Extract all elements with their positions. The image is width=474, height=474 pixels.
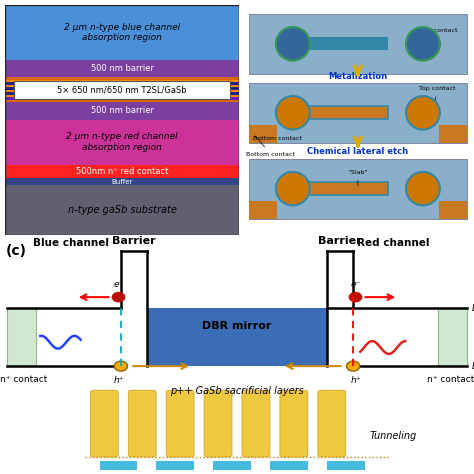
Bar [5,82,239,85]
Text: n-type gaSb substrate: n-type gaSb substrate [68,205,176,215]
Bar [5,90,239,92]
Bar [7,308,36,366]
Bar [307,182,388,195]
FancyBboxPatch shape [90,390,118,457]
Bar [5,77,239,80]
FancyBboxPatch shape [166,390,194,457]
Bar [249,125,277,143]
Bar [5,120,239,164]
Text: e⁻: e⁻ [113,280,124,289]
Bar [5,102,239,120]
Bar [249,159,467,219]
Bar [5,95,239,97]
Bar [307,106,388,119]
Text: n⁺ contact: n⁺ contact [0,375,47,384]
FancyBboxPatch shape [318,390,346,457]
Circle shape [276,96,310,129]
Circle shape [349,292,362,302]
Circle shape [406,172,440,205]
Bar [5,85,239,87]
Text: Buffer: Buffer [111,179,133,184]
Bar [5,100,239,102]
FancyBboxPatch shape [242,390,270,457]
FancyBboxPatch shape [128,390,156,457]
Bar [5,92,239,95]
Bar [5,164,239,178]
Bar [156,461,194,471]
Text: DBR mirror: DBR mirror [202,321,272,331]
Bar [439,125,467,143]
Text: 2 μm n-type red channel
absorption region: 2 μm n-type red channel absorption regio… [66,132,178,152]
Bar [249,83,467,143]
Bar [14,81,230,99]
Bar [147,308,327,366]
Text: Top contact: Top contact [419,86,456,102]
Bar [5,5,239,60]
Bar [438,308,467,366]
Text: Bottom contact: Bottom contact [253,136,302,141]
Bar [327,461,365,471]
Circle shape [276,27,310,61]
Circle shape [346,361,360,371]
Circle shape [406,96,440,129]
Text: Bottom contact: Bottom contact [246,136,295,157]
Bar [100,461,137,471]
Bar [5,178,239,185]
Circle shape [406,27,440,61]
Text: E_v: E_v [472,362,474,371]
FancyBboxPatch shape [280,390,308,457]
Text: Blue channel: Blue channel [33,237,109,247]
Bar [439,201,467,219]
Text: e⁻: e⁻ [350,280,361,289]
Bar [5,87,239,90]
Text: E_c: E_c [472,303,474,312]
Text: Tunneling: Tunneling [370,431,417,441]
Text: h⁺: h⁺ [113,376,124,385]
Bar [307,106,388,119]
Text: Barrier: Barrier [112,236,156,246]
Bar [307,37,388,50]
Bar [249,201,277,219]
Circle shape [276,172,310,205]
FancyBboxPatch shape [204,390,232,457]
Circle shape [112,292,125,302]
Text: Barrier: Barrier [318,236,362,246]
Bar [307,182,388,195]
Bar [5,80,239,82]
Text: Chemical lateral etch: Chemical lateral etch [307,147,409,156]
Text: Metalization: Metalization [328,72,387,81]
Text: 500nm n⁺ red contact: 500nm n⁺ red contact [76,167,168,176]
Text: p++ GaSb sacrificial layers: p++ GaSb sacrificial layers [170,385,304,396]
Text: Red channel: Red channel [357,237,429,247]
Text: 5× 650 nm/650 nm T2SL/GaSb: 5× 650 nm/650 nm T2SL/GaSb [57,85,187,94]
Text: (c): (c) [6,244,27,258]
Bar [213,461,251,471]
Bar [5,97,239,100]
Text: 500 nm barrier: 500 nm barrier [91,64,154,73]
Bar [270,461,308,471]
Bar [249,14,467,74]
Circle shape [114,361,128,371]
Text: "Slab": "Slab" [348,170,368,186]
Bar [5,185,239,235]
Bar [5,60,239,77]
Text: Top contact: Top contact [421,27,458,33]
Text: h⁺: h⁺ [350,376,361,385]
Text: 2 μm n-type blue channel
absorption region: 2 μm n-type blue channel absorption regi… [64,23,180,42]
Text: 500 nm barrier: 500 nm barrier [91,107,154,116]
Text: n⁺ contact: n⁺ contact [427,375,474,384]
